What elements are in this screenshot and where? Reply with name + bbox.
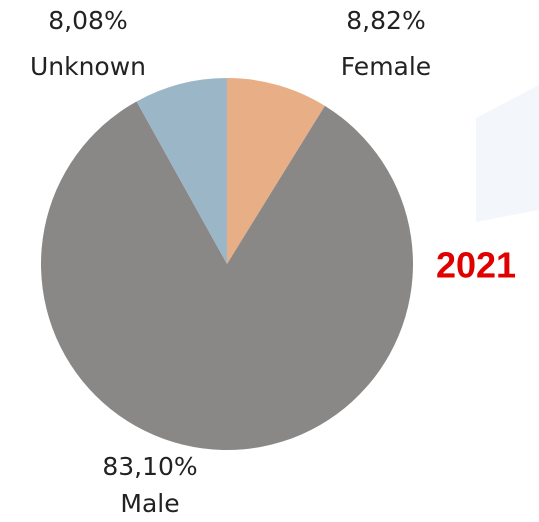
- pie-slice: [40, 101, 413, 451]
- background-shape: [476, 85, 539, 222]
- value-label: 83,10%: [102, 452, 197, 481]
- pie-slice: [227, 78, 325, 264]
- category-label: Male: [120, 489, 179, 518]
- value-label: 8,82%: [346, 6, 425, 35]
- value-label: 8,08%: [48, 6, 127, 35]
- pie-slice: [136, 78, 227, 264]
- chart-title: 2021: [436, 245, 516, 286]
- category-label: Female: [341, 52, 431, 81]
- category-label: Unknown: [30, 52, 146, 81]
